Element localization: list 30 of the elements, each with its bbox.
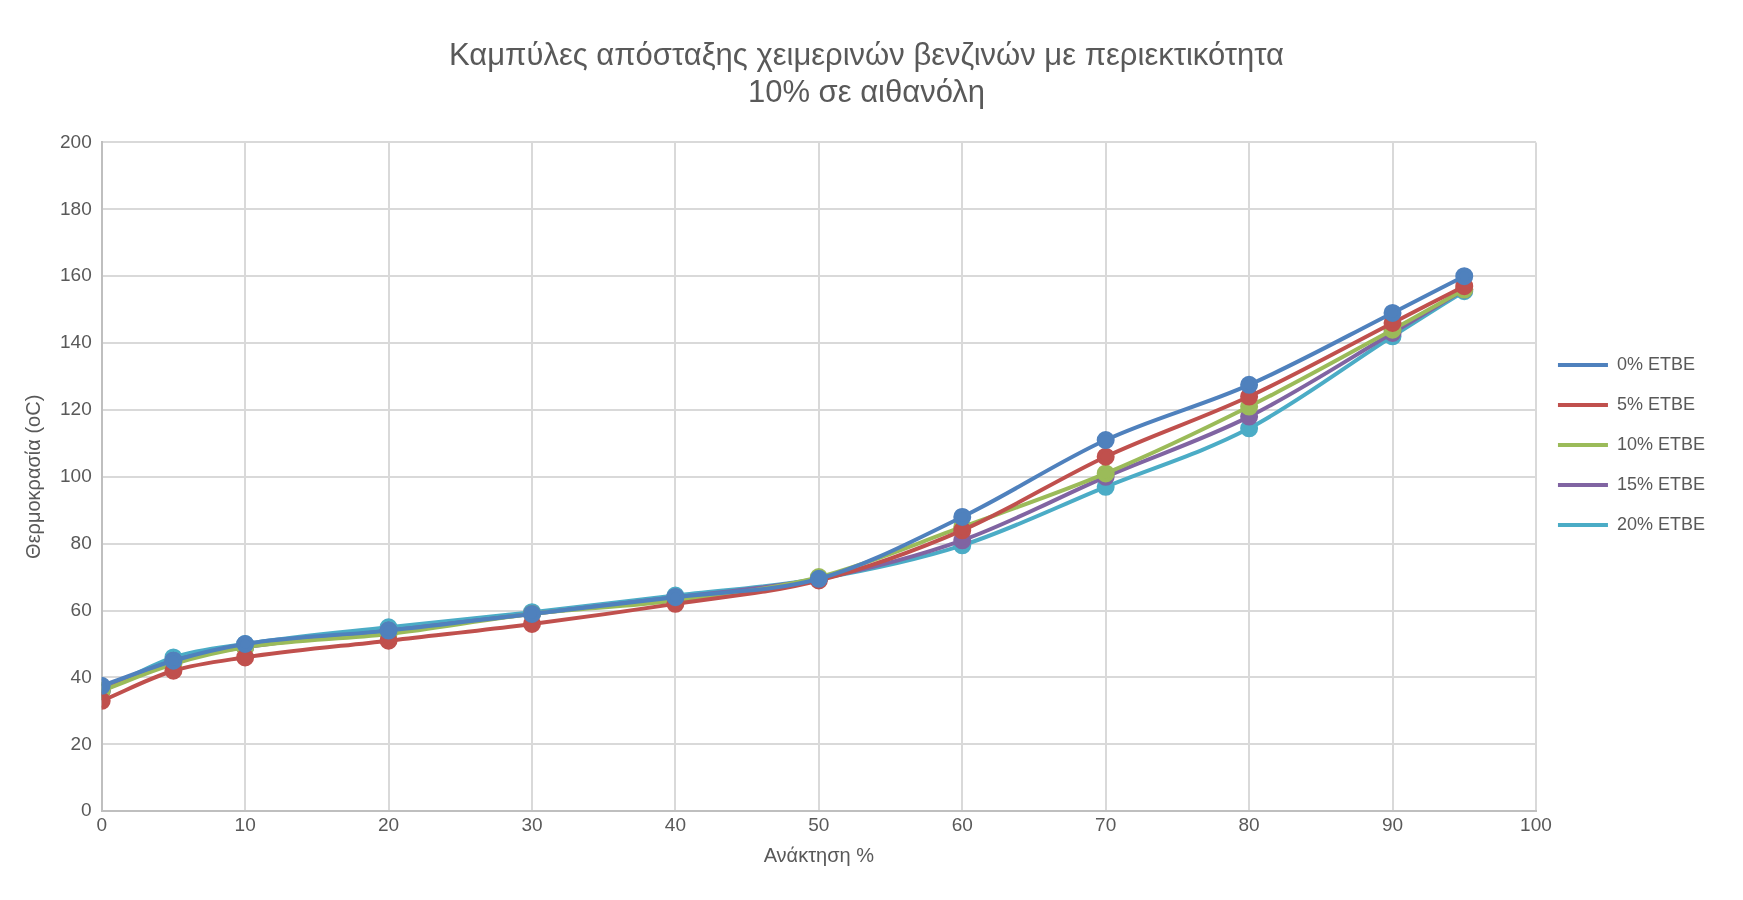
y-tick-label: 20: [70, 732, 92, 754]
legend-label: 10% ETBE: [1616, 433, 1706, 454]
y-tick-label: 160: [60, 264, 92, 286]
legend-label: 0% ETBE: [1616, 353, 1695, 374]
x-tick-label: 40: [664, 813, 686, 835]
x-tick-label: 80: [1238, 813, 1260, 835]
chart-title: Καμπύλες απόσταξης χειμερινών βενζινών με περιεκτικότητα 10% σε αιθανόλη: [449, 37, 1285, 110]
y-tick-label: 120: [60, 398, 92, 420]
y-tick-label: 40: [70, 665, 92, 687]
y-tick-label: 200: [60, 130, 92, 152]
x-tick-label: 10: [234, 813, 256, 835]
y-tick-label: 140: [60, 331, 92, 353]
y-tick-label: 180: [60, 197, 92, 219]
x-tick-label: 100: [1520, 813, 1552, 835]
legend-label: 15% ETBE: [1616, 473, 1706, 494]
y-tick-label: 100: [60, 465, 92, 487]
y-tick-label: 80: [70, 531, 92, 553]
x-tick-label: 50: [808, 813, 830, 835]
x-tick-label: 20: [377, 813, 400, 835]
x-tick-label: 70: [1095, 813, 1117, 835]
y-tick-label: 0: [81, 799, 92, 821]
x-tick-label: 60: [951, 813, 973, 835]
legend-label: 20% ETBE: [1616, 513, 1706, 534]
legend-label: 5% ETBE: [1616, 393, 1695, 414]
x-tick-label: 0: [96, 813, 107, 835]
x-axis-title: Ανάκτηση %: [763, 843, 875, 866]
y-tick-label: 60: [70, 598, 92, 620]
x-tick-label: 30: [521, 813, 543, 835]
x-tick-label: 90: [1381, 813, 1404, 835]
y-axis-title: Θερμοκρασία (oC): [21, 394, 44, 559]
